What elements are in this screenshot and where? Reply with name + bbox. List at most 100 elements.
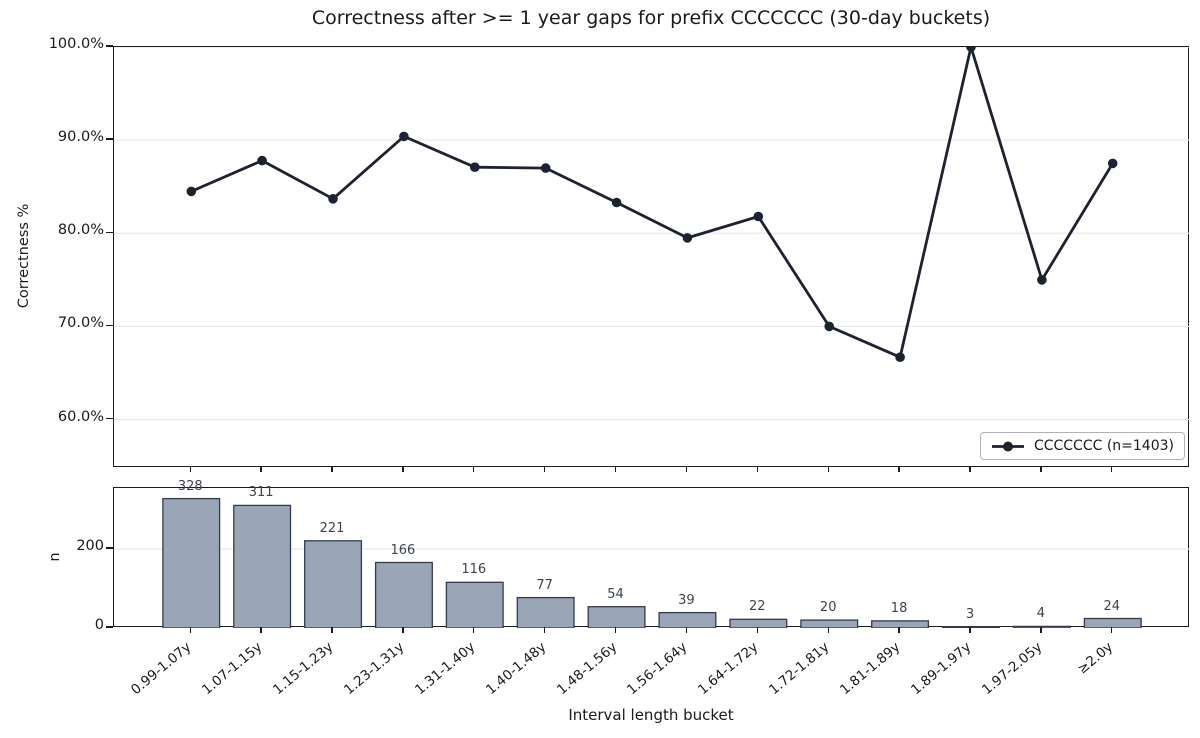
- top-x-tick-mark: [827, 467, 829, 472]
- data-point: [257, 155, 267, 166]
- data-point: [611, 197, 622, 208]
- bottom-x-tick-mark: [473, 627, 475, 633]
- bar: [1012, 625, 1071, 628]
- top-x-tick-mark: [189, 467, 191, 472]
- x-tick-label: 1.15-1.23y: [270, 639, 337, 699]
- top-x-tick-mark: [260, 467, 262, 472]
- bar: [871, 620, 930, 628]
- bottom-x-tick-mark: [827, 627, 829, 633]
- bar: [1083, 617, 1142, 628]
- bottom-x-tick-mark: [260, 627, 262, 633]
- bottom-x-tick-mark: [685, 627, 688, 633]
- bar-value-label: 3: [965, 606, 975, 622]
- x-tick-label: 1.89-1.97y: [908, 639, 975, 699]
- bar: [800, 619, 859, 628]
- y-tick-mark: [106, 324, 113, 327]
- y-axis-label-correctness: Correctness %: [16, 203, 32, 309]
- bar-chart-svg: [114, 497, 1190, 628]
- bar: [162, 497, 221, 628]
- legend-box: CCCCCCC (n=1403): [979, 432, 1185, 460]
- bottom-x-tick-mark: [898, 627, 900, 633]
- bar: [233, 504, 292, 628]
- top-x-tick-mark: [969, 467, 971, 472]
- x-tick-label: 1.72-1.81y: [766, 639, 833, 699]
- bottom-x-tick-mark: [614, 627, 617, 633]
- bar-value-label: 18: [890, 600, 908, 616]
- x-axis-title: Interval length bucket: [568, 706, 734, 724]
- correctness-line: [190, 47, 1114, 359]
- x-tick-label: 1.07-1.15y: [199, 639, 266, 699]
- bar-value-label: 24: [1103, 598, 1120, 614]
- bar: [516, 596, 575, 628]
- bar-subplot: [113, 487, 1190, 628]
- top-x-tick-mark: [331, 467, 333, 472]
- y-tick-mark: [106, 417, 113, 420]
- y-tick-mark: [106, 45, 113, 47]
- data-point: [399, 131, 409, 142]
- bar-value-label: 221: [319, 520, 345, 536]
- bar-value-label: 39: [678, 592, 695, 608]
- y-tick-mark: [106, 231, 113, 233]
- x-tick-label: 1.48-1.56y: [553, 639, 620, 699]
- bar: [941, 626, 1000, 628]
- y-tick-label: 70.0%: [57, 315, 104, 332]
- x-tick-label: 1.81-1.89y: [837, 639, 904, 699]
- bottom-x-tick-mark: [402, 627, 404, 633]
- bar: [445, 581, 504, 628]
- y-tick-mark: [106, 626, 113, 628]
- chart-title: Correctness after >= 1 year gaps for pre…: [311, 7, 991, 29]
- bottom-x-tick-mark: [543, 627, 546, 633]
- y-tick-label: 100.0%: [48, 36, 104, 52]
- bar: [587, 606, 646, 628]
- x-tick-label: 1.64-1.72y: [695, 639, 762, 699]
- top-x-tick-mark: [898, 467, 900, 472]
- legend-series-label: CCCCCCC (n=1403): [1033, 438, 1174, 454]
- x-tick-label: 1.97-2.05y: [978, 639, 1046, 699]
- bar-value-label: 22: [749, 599, 766, 615]
- data-point: [824, 321, 834, 332]
- y-tick-label: 80.0%: [57, 222, 104, 239]
- data-point: [895, 352, 905, 363]
- y-tick-label: 0: [94, 617, 104, 633]
- x-tick-label: 1.31-1.40y: [411, 639, 479, 699]
- bar: [658, 611, 717, 628]
- top-x-tick-mark: [473, 467, 475, 472]
- data-point: [328, 194, 338, 204]
- x-tick-label: 0.99-1.07y: [128, 639, 195, 699]
- data-point: [753, 211, 764, 222]
- y-tick-label: 200: [76, 538, 104, 555]
- bar-value-label: 54: [607, 586, 624, 602]
- top-x-tick-mark: [1111, 467, 1113, 472]
- bar-value-label: 311: [248, 485, 274, 501]
- line-chart-svg: [114, 47, 1190, 421]
- bottom-x-tick-mark: [969, 627, 971, 633]
- bottom-x-tick-mark: [1040, 627, 1042, 633]
- y-tick-mark: [106, 138, 113, 140]
- bar-value-label: 4: [1036, 606, 1045, 622]
- x-tick-label: ≥2.0y: [1074, 639, 1117, 678]
- y-tick-label: 60.0%: [57, 408, 104, 425]
- bottom-x-tick-mark: [189, 627, 191, 633]
- data-point: [540, 163, 551, 173]
- top-x-tick-mark: [1040, 467, 1042, 472]
- bar: [729, 618, 788, 628]
- data-point: [186, 186, 197, 197]
- bottom-x-tick-mark: [756, 627, 758, 633]
- top-x-tick-mark: [402, 467, 404, 472]
- data-point: [1107, 158, 1118, 169]
- bar-value-label: 116: [461, 562, 487, 578]
- top-x-tick-mark: [614, 467, 617, 472]
- x-tick-label: 1.40-1.48y: [482, 639, 549, 699]
- top-x-tick-mark: [543, 467, 546, 472]
- y-tick-mark: [106, 547, 113, 549]
- x-tick-label: 1.56-1.64y: [624, 639, 691, 699]
- data-point: [682, 233, 693, 243]
- x-tick-label: 1.23-1.31y: [341, 639, 408, 699]
- data-point: [470, 162, 480, 172]
- bottom-x-tick-mark: [1111, 627, 1113, 633]
- bar: [374, 561, 433, 628]
- bar-value-label: 20: [819, 600, 837, 616]
- bar-value-label: 166: [390, 542, 416, 558]
- bar-value-label: 77: [536, 577, 553, 593]
